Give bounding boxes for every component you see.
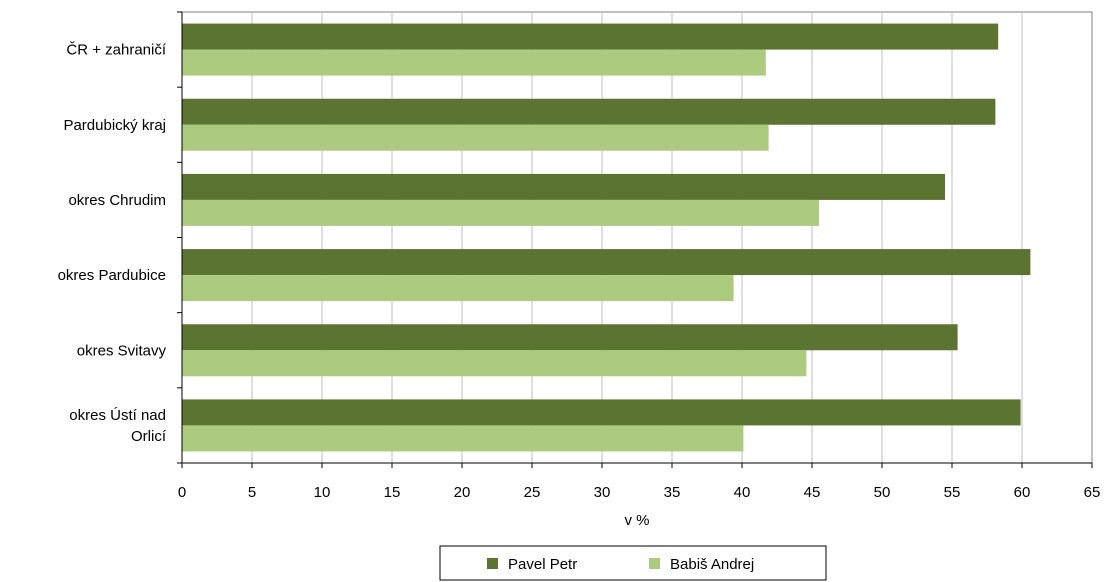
legend-label-babis-andrej: Babiš Andrej [670,556,754,573]
bar-babis-andrej [182,350,807,377]
bar-babis-andrej [182,49,766,76]
bars [182,23,1031,452]
axes [177,11,1093,468]
bar-pavel-petr [182,249,1031,276]
legend: Pavel Petr Babiš Andrej [439,545,827,581]
x-tick-label: 10 [314,484,331,501]
gridlines [251,12,1023,463]
legend-swatch-pavel-petr [487,558,498,569]
plot-area [181,11,1093,464]
bar-babis-andrej [182,425,744,452]
bar-babis-andrej [182,275,734,302]
legend-label-pavel-petr: Pavel Petr [508,556,577,573]
bar-pavel-petr [182,173,945,200]
x-tick-label: 45 [804,484,821,501]
x-tick-label: 60 [1014,484,1031,501]
x-tick-label: 40 [734,484,751,501]
bar-pavel-petr [182,23,999,50]
category-labels: ČR + zahraničí Pardubický kraj okres Chrud… [58,42,167,445]
category-label: okres Ústí nad [69,407,166,424]
x-tick-label: 55 [944,484,961,501]
bar-pavel-petr [182,98,996,125]
x-tick-label: 50 [874,484,891,501]
x-tick-label: 15 [384,484,401,501]
bar-babis-andrej [182,124,769,151]
category-label: Pardubický kraj [63,117,166,134]
legend-swatch-babis-andrej [649,558,660,569]
bar-pavel-petr [182,324,958,351]
x-tick-label: 0 [178,484,186,501]
x-tick-label: 20 [454,484,471,501]
x-axis-title: v % [624,512,649,529]
x-tick-label: 30 [594,484,611,501]
category-label: ČR + zahraničí [66,42,166,59]
x-tick-label: 65 [1084,484,1101,501]
x-tick-label: 25 [524,484,541,501]
bar-babis-andrej [182,199,819,226]
category-label: okres Chrudim [68,192,166,209]
category-label: Orlicí [131,428,167,445]
category-label: okres Pardubice [58,267,166,284]
x-tick-labels: 0 5 10 15 20 25 30 35 40 45 50 55 60 65 [178,484,1101,501]
legend-box [439,545,827,581]
x-tick-label: 35 [664,484,681,501]
x-tick-label: 5 [248,484,256,501]
category-label: okres Svitavy [77,342,167,359]
bar-pavel-petr [182,399,1021,426]
